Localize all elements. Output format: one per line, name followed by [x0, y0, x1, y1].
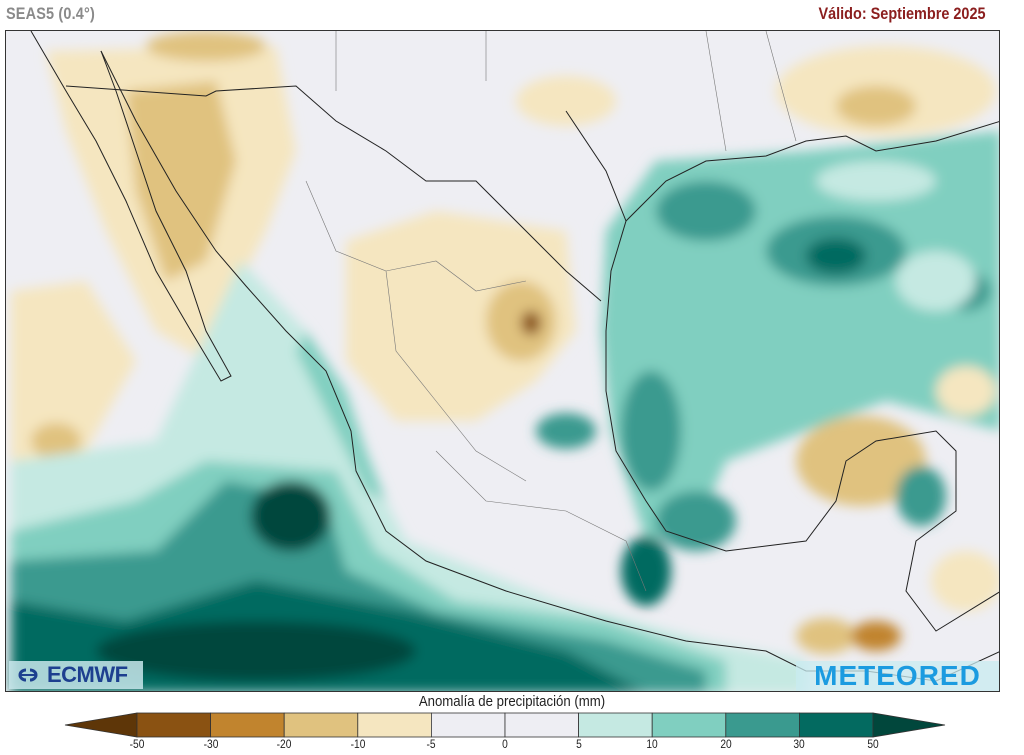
ecmwf-emblem-icon [18, 668, 38, 682]
anomaly-field [11, 31, 999, 691]
colorbar-arrow-low [64, 712, 138, 738]
valid-date-label: Válido: Septiembre 2025 [818, 4, 986, 23]
meteored-logo: METEORED [796, 660, 999, 691]
map-canvas [11, 31, 999, 691]
colorbar-tick-label: 20 [720, 737, 732, 751]
legend-title: Anomalía de precipitación (mm) [418, 693, 606, 710]
colorbar-tick-label: -10 [350, 737, 366, 751]
gulf-coast [565, 110, 999, 632]
us-mexico-border [65, 85, 602, 302]
colorbar-tick-label: 0 [502, 737, 508, 751]
colorbar-tick-label: 10 [646, 737, 658, 751]
colorbar-box-5_10 [578, 712, 653, 738]
colorbar-box-30_50 [799, 712, 874, 738]
colorbar-tick-label: 30 [793, 737, 806, 751]
colorbar-box-10_20 [651, 712, 727, 738]
colorbar-arrow-high [872, 712, 946, 738]
us-gulf-coast [625, 121, 999, 222]
colorbar-box--50_-30 [136, 712, 211, 738]
colorbar-box-20_30 [725, 712, 800, 738]
colorbar-box--10_-5 [357, 712, 432, 738]
state-borders [305, 31, 797, 592]
dry-area-central [346, 211, 576, 421]
meteored-logo-text: METEORED [814, 660, 981, 691]
colorbar-tick-label: -20 [276, 737, 292, 751]
ecmwf-logo-text: ECMWF [47, 662, 128, 687]
dry-area-sonora [126, 81, 236, 281]
colorbar-tick-label: -5 [426, 737, 436, 751]
precipitation-anomaly-map: ECMWF METEORED [5, 30, 1000, 692]
colorbar-tick-label: 5 [575, 737, 582, 751]
colorbar-box--5_0 [430, 712, 506, 738]
baja-california-coast [30, 31, 232, 382]
colorbar-box-0_5 [504, 712, 579, 738]
ecmwf-logo: ECMWF [9, 661, 143, 689]
dry-area-pacific-west [11, 281, 136, 461]
colorbar-tick-label: 50 [867, 737, 879, 751]
model-label: SEAS5 (0.4°) [6, 4, 95, 23]
colorbar-tick-label: -50 [129, 737, 145, 751]
colorbar-tick-label: -30 [203, 737, 218, 751]
colorbar-box--30_-20 [210, 712, 285, 738]
colorbar [64, 712, 946, 738]
colorbar-box--20_-10 [283, 712, 359, 738]
